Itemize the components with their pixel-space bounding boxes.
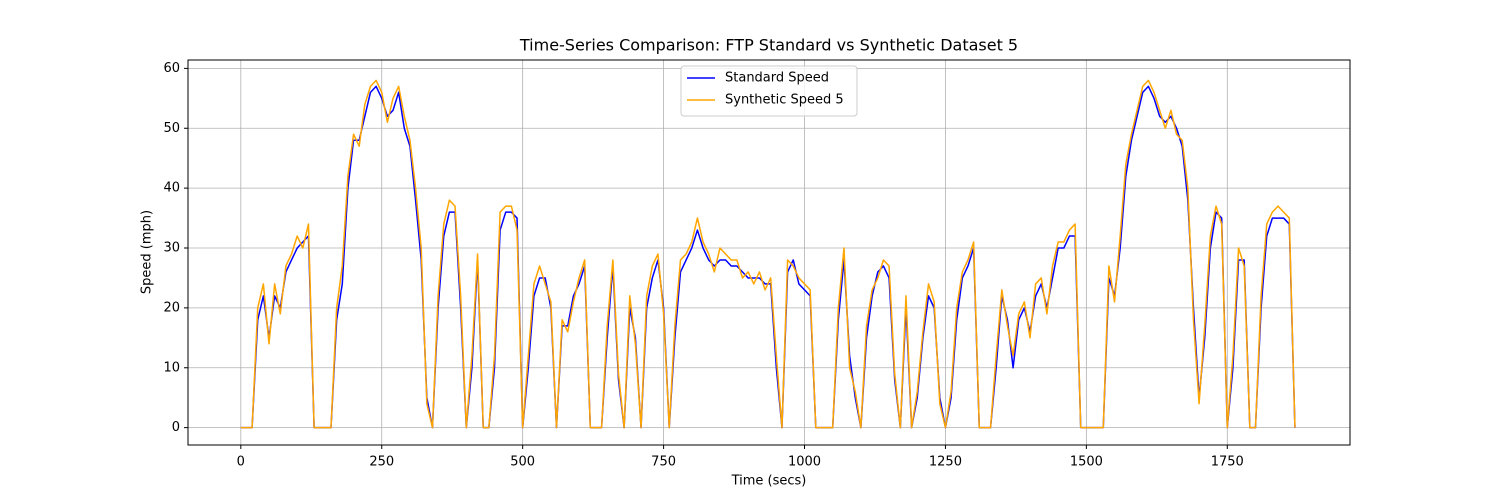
x-tick-label: 1000 (788, 455, 821, 470)
chart-title: Time-Series Comparison: FTP Standard vs … (519, 36, 1018, 55)
x-tick-label: 1250 (929, 455, 962, 470)
y-tick-label: 30 (163, 241, 180, 256)
legend: Standard Speed Synthetic Speed 5 (680, 65, 858, 117)
x-tick-label: 1750 (1211, 455, 1244, 470)
legend-label: Synthetic Speed 5 (725, 93, 844, 108)
x-tick-label: 500 (510, 455, 535, 470)
y-tick-label: 50 (163, 121, 180, 136)
legend-label: Standard Speed (725, 71, 829, 86)
x-tick-label: 250 (369, 455, 394, 470)
y-tick-label: 60 (163, 61, 180, 76)
x-tick-label: 0 (237, 455, 245, 470)
y-tick-label: 10 (163, 360, 180, 375)
x-axis-label: Time (secs) (731, 474, 807, 489)
y-tick-label: 0 (172, 420, 180, 435)
y-axis-label: Speed (mph) (140, 210, 155, 294)
plot-lines (240, 79, 1296, 429)
data-line (240, 85, 1296, 429)
y-tick-label: 20 (163, 300, 180, 315)
grid (188, 60, 1350, 445)
x-tick-label: 750 (651, 455, 676, 470)
y-tick-label: 40 (163, 181, 180, 196)
plot-frame (187, 59, 1351, 446)
data-line (240, 79, 1296, 429)
legend-box (680, 65, 858, 117)
x-tick-label: 1500 (1070, 455, 1103, 470)
